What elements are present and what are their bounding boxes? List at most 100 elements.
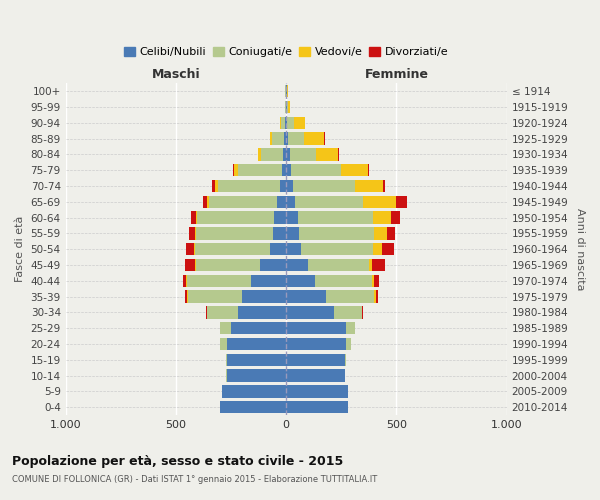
Bar	[261, 148, 283, 160]
Bar	[326, 290, 374, 303]
Bar	[209, 196, 277, 208]
Bar	[257, 148, 261, 160]
Bar	[346, 338, 351, 350]
Bar	[197, 212, 274, 224]
Bar	[189, 228, 194, 239]
Bar	[286, 101, 287, 113]
Bar	[293, 180, 355, 192]
Bar	[287, 116, 294, 129]
Bar	[323, 132, 325, 145]
Bar	[242, 290, 286, 303]
Bar	[286, 243, 301, 256]
Text: Popolazione per età, sesso e stato civile - 2015: Popolazione per età, sesso e stato civil…	[12, 455, 343, 468]
Bar	[344, 354, 346, 366]
Bar	[391, 212, 400, 224]
Bar	[196, 228, 273, 239]
Bar	[215, 180, 218, 192]
Bar	[286, 322, 346, 334]
Bar	[186, 274, 187, 287]
Bar	[227, 338, 286, 350]
Bar	[386, 228, 395, 239]
Bar	[222, 386, 286, 398]
Bar	[288, 101, 290, 113]
Bar	[286, 148, 290, 160]
Bar	[207, 306, 238, 318]
Bar	[372, 274, 374, 287]
Text: COMUNE DI FOLLONICA (GR) - Dati ISTAT 1° gennaio 2015 - Elaborazione TUTTITALIA.: COMUNE DI FOLLONICA (GR) - Dati ISTAT 1°…	[12, 475, 377, 484]
Bar	[196, 259, 260, 271]
Bar	[286, 401, 348, 413]
Bar	[334, 306, 362, 318]
Bar	[346, 322, 355, 334]
Bar	[301, 243, 373, 256]
Bar	[286, 274, 315, 287]
Bar	[286, 338, 346, 350]
Bar	[280, 116, 281, 129]
Bar	[196, 212, 197, 224]
Bar	[362, 306, 364, 318]
Bar	[315, 274, 372, 287]
Bar	[286, 259, 308, 271]
Y-axis label: Anni di nascita: Anni di nascita	[575, 208, 585, 290]
Bar	[283, 148, 286, 160]
Bar	[397, 196, 407, 208]
Bar	[226, 354, 227, 366]
Bar	[220, 338, 227, 350]
Bar	[374, 274, 379, 287]
Bar	[187, 290, 188, 303]
Bar	[287, 101, 288, 113]
Bar	[287, 85, 288, 98]
Bar	[286, 306, 334, 318]
Bar	[286, 290, 326, 303]
Bar	[284, 132, 286, 145]
Bar	[251, 274, 286, 287]
Bar	[212, 180, 215, 192]
Bar	[295, 196, 364, 208]
Bar	[235, 164, 238, 176]
Bar	[298, 212, 373, 224]
Bar	[289, 132, 304, 145]
Y-axis label: Fasce di età: Fasce di età	[15, 216, 25, 282]
Bar	[316, 148, 338, 160]
Bar	[238, 306, 286, 318]
Bar	[269, 243, 286, 256]
Bar	[194, 243, 269, 256]
Bar	[338, 148, 339, 160]
Bar	[220, 322, 231, 334]
Bar	[285, 101, 286, 113]
Legend: Celibi/Nubili, Coniugati/e, Vedovi/e, Divorziati/e: Celibi/Nubili, Coniugati/e, Vedovi/e, Di…	[119, 42, 453, 62]
Bar	[286, 354, 344, 366]
Bar	[308, 259, 369, 271]
Bar	[341, 164, 368, 176]
Bar	[186, 243, 194, 256]
Bar	[203, 196, 207, 208]
Bar	[233, 164, 235, 176]
Bar	[382, 243, 394, 256]
Bar	[374, 228, 386, 239]
Bar	[187, 274, 251, 287]
Bar	[185, 259, 194, 271]
Bar	[294, 116, 305, 129]
Bar	[238, 164, 282, 176]
Bar	[185, 290, 187, 303]
Bar	[286, 196, 295, 208]
Bar	[218, 180, 280, 192]
Bar	[286, 212, 298, 224]
Text: Femmine: Femmine	[364, 68, 428, 81]
Bar	[369, 259, 372, 271]
Bar	[231, 322, 286, 334]
Bar	[270, 132, 272, 145]
Bar	[286, 132, 289, 145]
Bar	[272, 132, 284, 145]
Bar	[194, 259, 196, 271]
Bar	[183, 274, 186, 287]
Bar	[290, 164, 341, 176]
Bar	[277, 196, 286, 208]
Bar	[373, 212, 391, 224]
Bar	[374, 290, 376, 303]
Bar	[280, 180, 286, 192]
Bar	[273, 228, 286, 239]
Bar	[206, 306, 207, 318]
Bar	[372, 259, 385, 271]
Bar	[364, 196, 397, 208]
